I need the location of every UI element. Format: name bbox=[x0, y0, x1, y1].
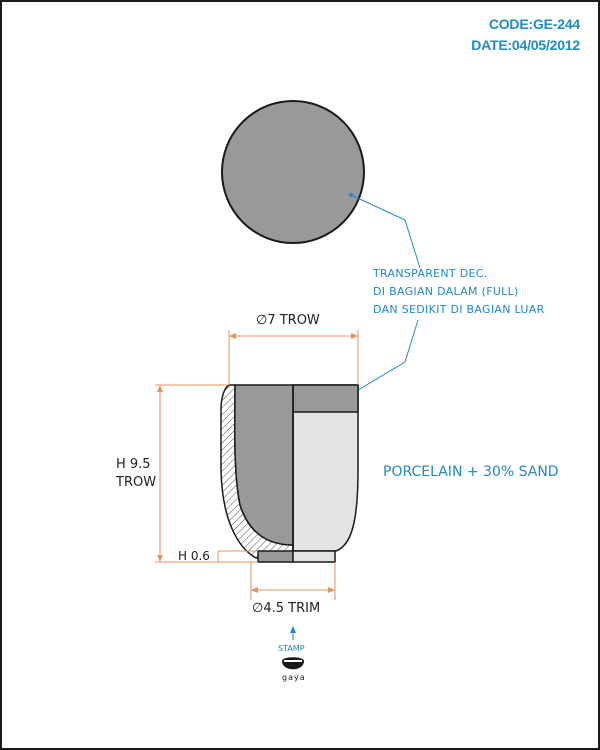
bottom-diameter-label: ∅4.5 TRIM bbox=[252, 601, 321, 616]
drawing-code: CODE:GE-244 bbox=[488, 16, 580, 32]
top-view-circle bbox=[221, 100, 365, 244]
decoration-leader-rim bbox=[347, 319, 419, 397]
decoration-leader-top-dot bbox=[349, 193, 353, 197]
dim-height-arrow-bottom bbox=[157, 555, 163, 562]
dim-height-arrow-top bbox=[157, 385, 163, 392]
stamp-logo-slot bbox=[284, 660, 302, 662]
height-label-line1: H 9.5 bbox=[116, 457, 151, 472]
decoration-leader-top bbox=[350, 194, 421, 269]
dim-top-arrow-left bbox=[229, 333, 236, 339]
stamp-brand-text: gaya bbox=[282, 673, 306, 682]
height-label-line2: TROW bbox=[116, 475, 157, 490]
cup-foot-exterior bbox=[292, 550, 336, 563]
cup-inner-cavity bbox=[233, 384, 294, 546]
cup-foot-section bbox=[257, 550, 294, 563]
drawing-date: DATE:04/05/2012 bbox=[471, 37, 580, 53]
stamp-arrow-head bbox=[290, 626, 296, 633]
foot-height-label: H 0.6 bbox=[178, 549, 210, 563]
material-note: PORCELAIN + 30% SAND bbox=[383, 464, 559, 480]
dim-bottom-arrow-left bbox=[251, 587, 258, 593]
decoration-note-line1: TRANSPARENT DEC. bbox=[373, 267, 488, 280]
cup-exterior-body bbox=[292, 384, 359, 552]
stamp-label: STAMP bbox=[278, 644, 305, 653]
top-diameter-label: ∅7 TROW bbox=[256, 313, 320, 328]
dim-top-arrow-right bbox=[351, 333, 358, 339]
decoration-note-line3: DAN SEDIKIT DI BAGIAN LUAR bbox=[373, 303, 545, 316]
cup-exterior-glaze-band bbox=[292, 384, 359, 413]
decoration-note-line2: DI BAGIAN DALAM (FULL) bbox=[373, 285, 519, 298]
stamp-logo-icon bbox=[282, 657, 304, 670]
dim-bottom-arrow-right bbox=[328, 587, 335, 593]
